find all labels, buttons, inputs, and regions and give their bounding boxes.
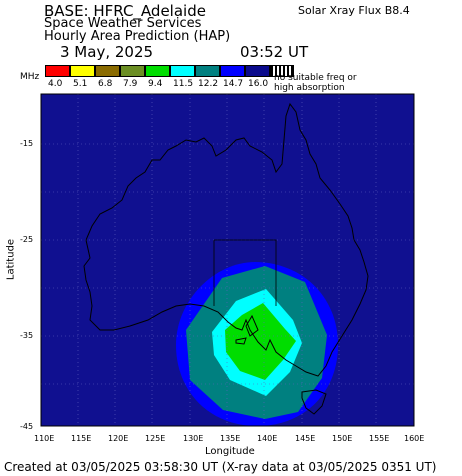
xtick-label: 135E [220, 434, 241, 443]
legend-swatch [245, 65, 270, 77]
legend-swatch [95, 65, 120, 77]
xtick-label: 150E [332, 434, 353, 443]
ytick-label: -45 [20, 422, 34, 431]
legend-frequency-label: 7.9 [123, 79, 138, 89]
legend-swatch [195, 65, 220, 77]
legend-frequency-label: 12.2 [198, 79, 219, 89]
legend-unit-label: MHz [20, 72, 40, 82]
x-axis-label: Longitude [205, 446, 255, 457]
xtick-label: 160E [404, 434, 425, 443]
date-label: 3 May, 2025 [60, 43, 154, 61]
kangaroo-island [235, 337, 247, 345]
legend-frequency-label: 6.8 [98, 79, 113, 89]
legend-frequency-label: 14.7 [223, 79, 244, 89]
station-marker-icon [245, 314, 259, 337]
legend-swatch [170, 65, 195, 77]
y-axis-label: Latitude [5, 238, 17, 281]
tasmania-coastline [301, 389, 327, 415]
legend-swatch [45, 65, 70, 77]
time-label: 03:52 UT [240, 43, 309, 61]
ytick-label: -15 [20, 139, 34, 148]
legend-swatch [70, 65, 95, 77]
xtick-label: 155E [369, 434, 390, 443]
no-suitable-swatch [270, 65, 294, 77]
map-frame [40, 93, 415, 427]
xtick-label: 110E [34, 434, 55, 443]
grid-lines [41, 94, 414, 426]
xtick-label: 140E [257, 434, 278, 443]
xtick-label: 125E [145, 434, 166, 443]
legend-swatch [145, 65, 170, 77]
legend-frequency-label: 4.0 [48, 79, 63, 89]
legend-frequency-label: 9.4 [148, 79, 163, 89]
legend-swatch [120, 65, 145, 77]
xtick-label: 120E [108, 434, 129, 443]
footer-timestamp: Created at 03/05/2025 03:58:30 UT (X-ray… [4, 460, 437, 474]
no-suitable-label: no suitable freq or [274, 73, 357, 83]
solar-flux-label: Solar Xray Flux B8.4 [298, 4, 410, 17]
coverage-green-zone [225, 303, 296, 380]
xtick-label: 130E [183, 434, 204, 443]
legend-frequency-label: 5.1 [73, 79, 88, 89]
xtick-label: 115E [71, 434, 92, 443]
base-station-title: BASE: HFRC_Adelaide [44, 2, 206, 20]
sa-border [213, 239, 277, 306]
xtick-label: 145E [295, 434, 316, 443]
ytick-label: -35 [20, 331, 34, 340]
australia-coastline [83, 102, 369, 377]
legend-frequency-label: 11.5 [173, 79, 194, 89]
product-label: Hourly Area Prediction (HAP) [44, 29, 231, 44]
legend-frequency-label: 16.0 [248, 79, 269, 89]
high-absorption-label: high absorption [274, 83, 345, 93]
organization-label: Space Weather Services [44, 16, 202, 31]
ytick-label: -25 [20, 235, 34, 244]
legend-swatch [220, 65, 245, 77]
